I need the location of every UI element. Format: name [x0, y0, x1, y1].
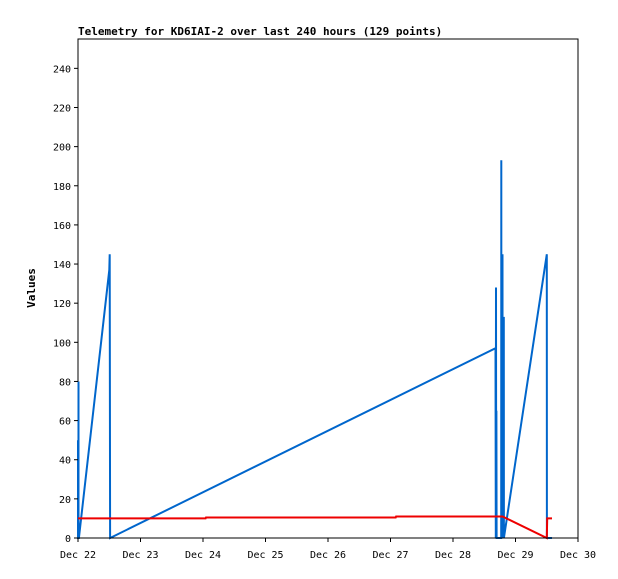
y-tick-label: 40	[59, 456, 71, 467]
y-tick-label: 20	[59, 495, 71, 506]
series-layer	[77, 160, 552, 540]
x-tick-label: Dec 24	[185, 550, 221, 561]
x-tick-label: Dec 25	[247, 550, 283, 561]
x-axis: Dec 22 Dec 23 Dec 24 Dec 25 Dec 26 Dec 27 Dec …	[60, 537, 596, 561]
y-tick-label: 80	[59, 377, 71, 388]
y-tick-label: 220	[53, 103, 71, 114]
chart-title: Telemetry for KD6IAI-2 over last 240 hou…	[78, 25, 442, 38]
x-tick-label: Dec 23	[122, 550, 158, 561]
y-axis-label: Values	[25, 268, 38, 308]
x-tick-label: Dec 26	[310, 550, 346, 561]
series-line-1	[78, 515, 552, 540]
y-tick-label: 200	[53, 143, 71, 154]
y-tick-label: 100	[53, 338, 71, 349]
y-tick-label: 60	[59, 417, 71, 428]
y-tick-label: 140	[53, 260, 71, 271]
x-tick-label: Dec 22	[60, 550, 96, 561]
series-line-0	[77, 160, 552, 540]
y-tick-label: 120	[53, 299, 71, 310]
y-axis: 0 20 40 60 80 100 120 140 160 180 200 220 240	[53, 64, 78, 545]
x-tick-label: Dec 27	[372, 550, 408, 561]
y-tick-label: 0	[65, 534, 71, 545]
x-tick-label: Dec 28	[435, 550, 471, 561]
x-tick-label: Dec 29	[497, 550, 533, 561]
y-tick-label: 160	[53, 221, 71, 232]
y-tick-label: 240	[53, 64, 71, 75]
x-tick-label: Dec 30	[560, 550, 596, 561]
y-tick-label: 180	[53, 182, 71, 193]
